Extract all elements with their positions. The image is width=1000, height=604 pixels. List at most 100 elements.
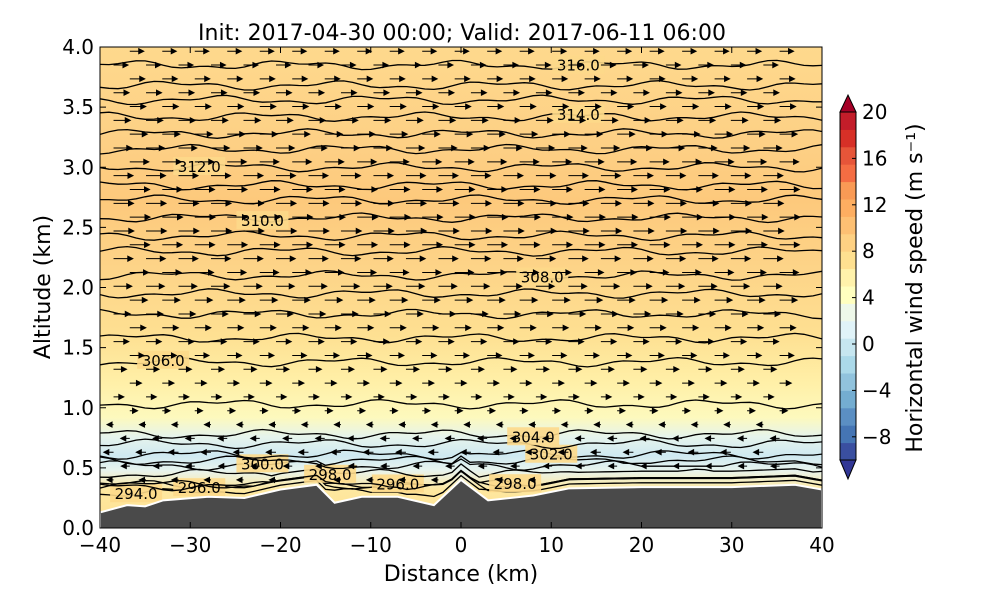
- colorbar-segment: [840, 425, 856, 444]
- wind-vector: [698, 338, 715, 345]
- contour-line-308: [100, 270, 822, 281]
- wind-vector: [633, 61, 649, 69]
- wind-vector: [698, 255, 719, 262]
- wind-vector: [495, 476, 504, 484]
- wind-vector: [763, 117, 782, 124]
- wind-vector: [460, 448, 471, 456]
- colorbar-tick-label: 4: [862, 286, 875, 310]
- wind-vector: [275, 117, 294, 124]
- wind-vector: [211, 393, 223, 401]
- contour-label: 298.0: [309, 466, 352, 484]
- wind-vector: [584, 352, 600, 359]
- wind-vector: [308, 117, 327, 124]
- wind-vector: [763, 227, 785, 235]
- wind-vector: [227, 379, 241, 387]
- wind-vector: [590, 448, 601, 456]
- wind-vector: [763, 89, 780, 97]
- wind-vector: [584, 75, 601, 83]
- wind-vector: [714, 75, 731, 83]
- wind-vector: [330, 448, 341, 456]
- y-tick-label: 2.5: [62, 215, 94, 239]
- wind-vector: [324, 407, 334, 415]
- wind-vector: [640, 462, 650, 470]
- wind-vector: [292, 296, 311, 304]
- wind-vector: [714, 130, 734, 138]
- wind-vector: [633, 172, 654, 179]
- contour-label: 306.0: [142, 352, 185, 370]
- wind-vector: [438, 227, 460, 235]
- wind-vector: [178, 117, 197, 124]
- wind-vector: [357, 241, 379, 249]
- wind-vector: [438, 200, 460, 207]
- wind-vector: [487, 213, 509, 221]
- wind-vector: [714, 47, 730, 55]
- wind-vector: [438, 172, 460, 179]
- wind-vector: [259, 352, 276, 359]
- wind-vector: [119, 435, 130, 442]
- wind-vector: [405, 393, 418, 401]
- wind-vector: [552, 407, 562, 415]
- wind-vector: [162, 103, 180, 110]
- wind-vector: [373, 144, 393, 152]
- wind-vector: [113, 255, 134, 262]
- wind-vector: [324, 269, 345, 276]
- wind-vector: [600, 310, 619, 318]
- wind-vector: [470, 144, 491, 152]
- wind-vector: [698, 200, 720, 207]
- contour-line-312.5: [100, 143, 822, 155]
- wind-vector: [470, 282, 491, 290]
- wind-vector: [698, 365, 713, 373]
- wind-vector: [714, 407, 724, 415]
- wind-vector: [146, 200, 168, 207]
- wind-vector: [324, 158, 345, 166]
- colorbar-segment: [840, 233, 856, 252]
- wind-vector: [503, 282, 523, 290]
- wind-vector: [568, 282, 588, 290]
- wind-vector: [243, 172, 265, 179]
- wind-vector: [682, 379, 695, 387]
- wind-vector: [347, 435, 358, 442]
- wind-vector: [470, 255, 492, 262]
- wind-vector: [203, 421, 212, 428]
- y-axis-label: Altitude (km): [31, 215, 56, 359]
- wind-vector: [211, 255, 232, 262]
- wind-vector: [405, 172, 427, 179]
- wind-vector: [178, 200, 200, 207]
- wind-vector: [194, 379, 208, 387]
- colorbar-segment: [840, 199, 856, 217]
- wind-vector: [232, 448, 244, 456]
- contour-line-301: [100, 455, 822, 466]
- wind-vector: [129, 324, 147, 332]
- wind-vector: [649, 158, 670, 166]
- wind-vector: [227, 269, 248, 276]
- wind-vector: [552, 47, 568, 55]
- wind-vector: [227, 158, 248, 166]
- wind-vector: [649, 379, 663, 387]
- wind-vector: [430, 421, 439, 428]
- wind-vector: [170, 421, 179, 428]
- wind-vector: [113, 310, 132, 318]
- wind-vector: [324, 103, 342, 110]
- y-tick-label: 0.0: [62, 516, 94, 540]
- wind-vector: [747, 75, 764, 83]
- y-tick-label: 3.0: [62, 155, 94, 179]
- wind-vector: [747, 269, 767, 276]
- x-tick-label: 40: [809, 533, 834, 557]
- wind-vector: [178, 282, 198, 290]
- wind-vector: [600, 89, 618, 97]
- wind-vector: [665, 338, 683, 345]
- wind-vector: [633, 117, 652, 124]
- wind-vector: [763, 172, 784, 179]
- wind-vector: [584, 47, 600, 55]
- wind-vector: [422, 130, 441, 138]
- wind-vector: [503, 255, 524, 262]
- wind-vector: [324, 296, 344, 304]
- wind-vector: [649, 213, 671, 221]
- wind-vector: [519, 407, 529, 415]
- wind-vector: [438, 282, 458, 290]
- wind-vector: [259, 213, 282, 221]
- wind-vector: [714, 241, 736, 249]
- x-tick-label: −30: [169, 533, 211, 557]
- wind-vector: [113, 282, 133, 290]
- wind-vector: [178, 393, 190, 401]
